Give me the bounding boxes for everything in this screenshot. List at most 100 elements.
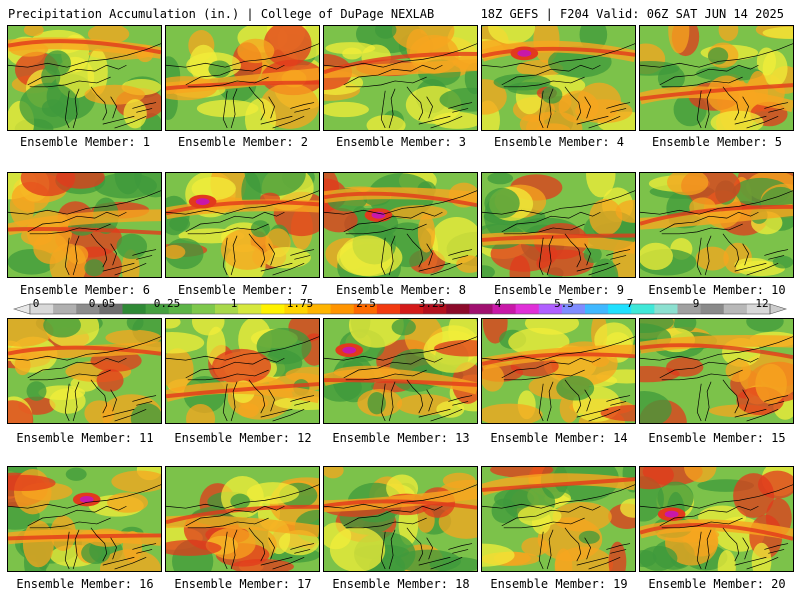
precip-map xyxy=(482,26,635,130)
ensemble-member-panel xyxy=(7,466,162,572)
precip-map xyxy=(482,173,635,277)
colorbar-swatch xyxy=(746,304,771,314)
precip-map xyxy=(324,173,477,277)
ensemble-member-label: Ensemble Member: 15 xyxy=(648,431,786,445)
colorbar-swatch xyxy=(168,304,193,314)
precip-map xyxy=(324,319,477,423)
colorbar-swatch xyxy=(469,304,493,314)
colorbar-tick-label: 0.05 xyxy=(88,297,116,310)
colorbar-swatch xyxy=(400,304,424,314)
colorbar-swatch xyxy=(515,304,540,314)
colorbar-tick-label: 3.25 xyxy=(418,297,446,310)
ensemble-member-panel xyxy=(323,318,478,424)
ensemble-member-label: Ensemble Member: 5 xyxy=(651,135,783,149)
ensemble-member-panel xyxy=(639,466,794,572)
colorbar-swatch xyxy=(330,304,355,314)
colorbar-swatch xyxy=(191,304,216,314)
colorbar-swatch xyxy=(561,304,586,314)
colorbar-swatch xyxy=(76,304,100,314)
colorbar-swatch xyxy=(608,304,632,314)
colorbar-tick-label: 1.75 xyxy=(286,297,314,310)
ensemble-member-label: Ensemble Member: 12 xyxy=(174,431,312,445)
precip-map xyxy=(324,467,477,571)
ensemble-member-label: Ensemble Member: 2 xyxy=(177,135,309,149)
ensemble-member-panel xyxy=(165,466,320,572)
colorbar-swatch xyxy=(654,304,678,314)
colorbar-swatch xyxy=(631,304,655,314)
ensemble-member-label: Ensemble Member: 3 xyxy=(335,135,467,149)
ensemble-member-panel xyxy=(639,25,794,131)
ensemble-member-panel xyxy=(323,466,478,572)
colorbar-swatch xyxy=(53,304,77,314)
precip-map xyxy=(482,467,635,571)
colorbar-max-arrow xyxy=(769,303,788,315)
ensemble-member-label: Ensemble Member: 4 xyxy=(493,135,625,149)
colorbar-swatch xyxy=(538,304,563,314)
colorbar-swatch xyxy=(238,304,262,314)
colorbar-swatch xyxy=(30,304,54,314)
ensemble-member-label: Ensemble Member: 1 xyxy=(19,135,151,149)
map-title: Precipitation Accumulation (in.) | Colle… xyxy=(8,7,435,21)
colorbar-tick-label: 5.5 xyxy=(554,297,574,310)
ensemble-member-panel xyxy=(7,25,162,131)
precip-map xyxy=(8,467,161,571)
colorbar-swatch xyxy=(307,304,332,314)
colorbar-swatch xyxy=(215,304,239,314)
colorbar-swatch xyxy=(353,304,378,314)
ensemble-member-label: Ensemble Member: 8 xyxy=(335,283,467,297)
colorbar-tick-label: 0 xyxy=(32,297,40,310)
colorbar-swatch xyxy=(99,304,123,314)
precip-map xyxy=(166,173,319,277)
ensemble-member-label: Ensemble Member: 9 xyxy=(493,283,625,297)
ensemble-member-panel xyxy=(165,318,320,424)
ensemble-member-panel xyxy=(481,25,636,131)
ensemble-member-label: Ensemble Member: 19 xyxy=(490,577,628,591)
colorbar-tick-label: 1 xyxy=(230,297,238,310)
ensemble-member-label: Ensemble Member: 6 xyxy=(19,283,151,297)
colorbar-tick-label: 0.25 xyxy=(153,297,181,310)
colorbar-tick-label: 4 xyxy=(494,297,502,310)
ensemble-member-panel xyxy=(7,172,162,278)
precip-map xyxy=(640,319,793,423)
color-scale-bar xyxy=(12,303,788,315)
ensemble-member-label: Ensemble Member: 11 xyxy=(16,431,154,445)
ensemble-member-label: Ensemble Member: 20 xyxy=(648,577,786,591)
precip-map xyxy=(166,26,319,130)
colorbar-swatch xyxy=(677,304,702,314)
colorbar-swatch xyxy=(423,304,447,314)
ensemble-member-panel xyxy=(481,172,636,278)
colorbar-swatch xyxy=(723,304,748,314)
precip-map xyxy=(166,467,319,571)
colorbar-swatch xyxy=(284,304,308,314)
ensemble-member-label: Ensemble Member: 16 xyxy=(16,577,154,591)
ensemble-member-panel xyxy=(165,25,320,131)
precip-map xyxy=(324,26,477,130)
colorbar-swatch xyxy=(446,304,470,314)
colorbar-swatch xyxy=(145,304,170,314)
ensemble-member-panel xyxy=(481,466,636,572)
colorbar-swatch xyxy=(492,304,517,314)
colorbar-swatch xyxy=(585,304,609,314)
precip-map xyxy=(640,173,793,277)
colorbar-swatch xyxy=(700,304,725,314)
precip-map xyxy=(482,319,635,423)
ensemble-member-label: Ensemble Member: 14 xyxy=(490,431,628,445)
ensemble-member-panel xyxy=(639,318,794,424)
precip-map xyxy=(640,467,793,571)
run-valid-time: 18Z GEFS | F204 Valid: 06Z SAT JUN 14 20… xyxy=(480,7,784,21)
precip-map xyxy=(166,319,319,423)
colorbar-swatch xyxy=(376,304,401,314)
ensemble-member-label: Ensemble Member: 7 xyxy=(177,283,309,297)
colorbar-tick-label: 7 xyxy=(626,297,634,310)
ensemble-member-label: Ensemble Member: 13 xyxy=(332,431,470,445)
colorbar-tick-label: 9 xyxy=(692,297,700,310)
ensemble-member-panel xyxy=(7,318,162,424)
precip-map xyxy=(640,26,793,130)
ensemble-member-panel xyxy=(639,172,794,278)
precip-map xyxy=(8,26,161,130)
ensemble-member-label: Ensemble Member: 10 xyxy=(648,283,786,297)
colorbar-tick-label: 12 xyxy=(755,297,769,310)
colorbar-tick-label: 2.5 xyxy=(356,297,376,310)
ensemble-member-label: Ensemble Member: 18 xyxy=(332,577,470,591)
colorbar-swatch xyxy=(122,304,147,314)
